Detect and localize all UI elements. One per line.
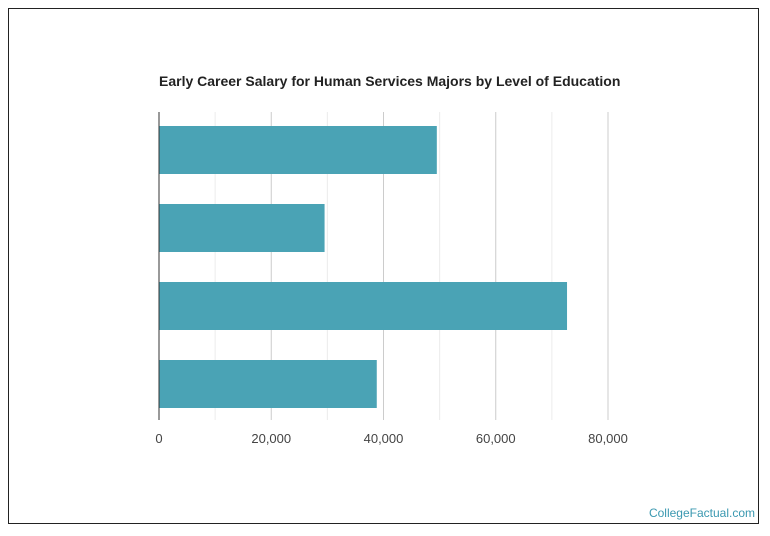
x-tick-label: 60,000: [476, 431, 516, 446]
chart-title: Early Career Salary for Human Services M…: [159, 73, 621, 89]
bar-1: [159, 126, 437, 174]
x-tick-label: 0: [155, 431, 162, 446]
x-tick-label: 80,000: [588, 431, 628, 446]
x-tick-label: 20,000: [251, 431, 291, 446]
credit-link[interactable]: CollegeFactual.com: [648, 506, 755, 520]
bar-3: [159, 282, 568, 330]
x-tick-label: 40,000: [364, 431, 404, 446]
bar-4: [159, 360, 377, 408]
bar-2: [159, 204, 325, 252]
